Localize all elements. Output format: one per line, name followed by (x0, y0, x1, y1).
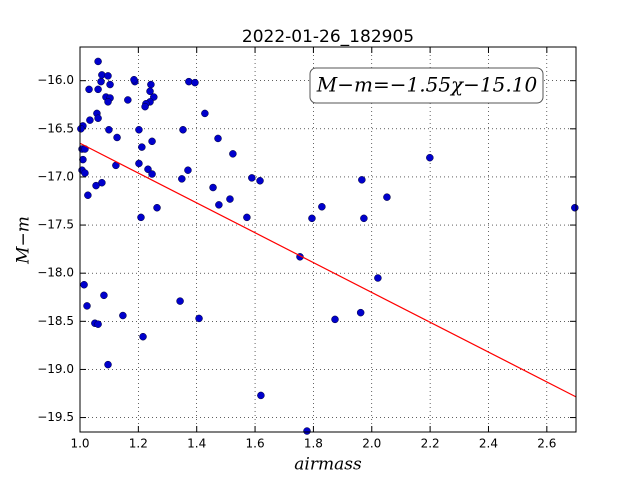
y-tick-label: −18.0 (37, 266, 74, 280)
x-tick-label: 2.6 (537, 437, 556, 451)
annotation: M−m=−1.55χ−15.10 (316, 73, 538, 97)
data-point (426, 153, 434, 162)
data-point (141, 102, 149, 111)
x-tick-label: 2.4 (479, 437, 498, 451)
plot-frame (79, 46, 577, 433)
data-point (248, 174, 256, 182)
x-tick-label: 2.0 (362, 437, 381, 451)
data-point (257, 391, 265, 400)
x-axis-label: airmass (294, 455, 362, 475)
x-tick-label: 2.2 (421, 437, 440, 451)
data-point (360, 214, 368, 223)
data-point (148, 170, 156, 178)
data-point (303, 427, 311, 435)
data-point (124, 96, 132, 104)
y-tick-label: −16.5 (37, 121, 74, 135)
data-point (98, 71, 106, 79)
data-point (571, 203, 579, 212)
data-point (215, 201, 223, 209)
data-point (195, 314, 203, 323)
x-tick-label: 1.0 (70, 437, 89, 451)
y-tick-label: −18.5 (37, 314, 74, 328)
y-tick-label: −16.0 (37, 73, 74, 87)
data-point (94, 114, 102, 122)
data-point (97, 77, 105, 86)
data-point (77, 125, 85, 133)
data-point (229, 150, 237, 158)
data-point (135, 159, 143, 168)
data-point (138, 143, 146, 151)
data-point (80, 280, 88, 289)
data-point (86, 116, 94, 124)
data-point (147, 80, 155, 89)
data-point (94, 57, 102, 66)
data-point (184, 166, 192, 174)
data-point (135, 126, 143, 134)
data-point (358, 176, 366, 184)
data-point (176, 297, 184, 305)
data-point (383, 193, 391, 201)
data-point (185, 77, 193, 86)
data-point (139, 332, 147, 341)
y-axis-label: M−m (14, 216, 34, 265)
data-point (308, 214, 316, 223)
data-point (148, 137, 156, 146)
data-point (153, 203, 161, 212)
data-point (137, 213, 145, 222)
data-point (178, 175, 186, 183)
data-point (81, 169, 89, 177)
y-tick-label: −17.5 (37, 218, 74, 232)
data-point (179, 126, 187, 134)
y-tick-label: −19.5 (37, 410, 74, 424)
data-point (85, 85, 93, 94)
data-point (79, 155, 87, 164)
y-tick-label: −17.0 (37, 169, 74, 183)
x-tick-label: 1.4 (187, 437, 206, 451)
data-point (226, 195, 234, 203)
plot-area (80, 47, 576, 432)
x-tick-label: 1.2 (129, 437, 148, 451)
data-point (83, 302, 91, 310)
data-point (94, 85, 102, 94)
data-point (209, 183, 217, 192)
data-point (256, 177, 264, 185)
data-point (92, 181, 100, 190)
data-point (374, 274, 382, 282)
data-point (214, 134, 222, 143)
data-point (318, 203, 326, 211)
data-point (84, 191, 92, 199)
data-point (104, 360, 112, 369)
x-tick-label: 1.6 (246, 437, 265, 451)
data-point (191, 78, 199, 87)
data-point (356, 308, 365, 317)
data-point (130, 75, 138, 84)
data-point (94, 320, 102, 328)
annotation-box (309, 67, 544, 104)
data-point (113, 133, 121, 142)
data-point (100, 291, 108, 300)
y-tick-label: −19.0 (37, 362, 74, 376)
chart-title: 2022-01-26_182905 (242, 27, 414, 47)
data-point (104, 98, 112, 106)
data-point (144, 165, 152, 173)
data-point (201, 109, 209, 118)
data-point (104, 72, 112, 80)
data-point (146, 87, 154, 96)
fit-line (79, 142, 577, 398)
data-point (119, 311, 127, 320)
data-point (105, 126, 113, 134)
data-point (243, 213, 251, 222)
data-point (106, 80, 114, 89)
data-point (331, 315, 339, 324)
x-tick-label: 1.8 (304, 437, 323, 451)
